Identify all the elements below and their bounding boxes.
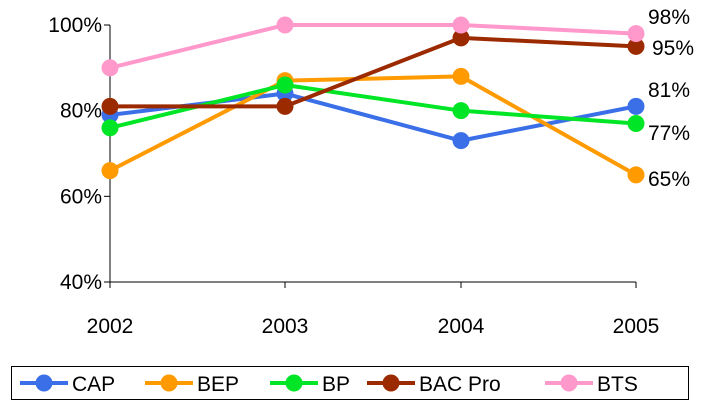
x-tick-label: 2004: [438, 315, 485, 338]
x-tick-label: 2005: [613, 315, 660, 338]
legend: CAP BEP BP BAC Pro BTS: [11, 366, 689, 400]
legend-label: BAC Pro: [419, 373, 501, 396]
legend-marker: [382, 374, 400, 392]
data-label-bac-pro: 95%: [652, 37, 694, 60]
series-bep: [101, 67, 645, 184]
legend-item-bp: BP: [270, 373, 350, 396]
legend-marker: [160, 374, 178, 392]
legend-label: BP: [322, 373, 350, 396]
data-point: [627, 97, 645, 115]
y-tick-label: 40%: [60, 271, 102, 294]
legend-item-bac-pro: BAC Pro: [367, 373, 501, 396]
data-point: [276, 16, 294, 34]
x-tick-label: 2002: [87, 315, 134, 338]
data-point: [452, 102, 470, 120]
data-point: [101, 97, 119, 115]
data-labels: 81% 65% 77% 95% 98%: [648, 6, 694, 191]
data-label-bep: 65%: [648, 168, 690, 191]
data-point: [452, 29, 470, 47]
series-bts: [101, 16, 645, 77]
data-point: [452, 132, 470, 150]
legend-marker: [35, 374, 53, 392]
series-line: [110, 35, 637, 109]
data-point: [452, 67, 470, 85]
x-tick-label: 2003: [262, 315, 309, 338]
legend-item-bts: BTS: [545, 373, 638, 396]
data-point: [101, 162, 119, 180]
legend-item-cap: CAP: [20, 373, 115, 396]
y-tick-label: 80%: [60, 100, 102, 123]
data-label-cap: 81%: [648, 79, 690, 102]
series-line: [109, 74, 637, 177]
legend-label: BTS: [597, 373, 638, 396]
data-point: [627, 37, 645, 55]
data-point: [276, 97, 294, 115]
data-point: [276, 76, 294, 94]
legend-marker: [560, 374, 578, 392]
legend-label: BEP: [197, 373, 239, 396]
series-line: [109, 23, 637, 70]
data-point: [627, 25, 645, 43]
legend-label: CAP: [72, 373, 115, 396]
data-point: [627, 115, 645, 133]
y-tick-label: 60%: [60, 185, 102, 208]
data-point: [101, 119, 119, 137]
legend-item-bep: BEP: [145, 373, 239, 396]
series-bac-pro: [101, 29, 645, 115]
data-label-bts: 98%: [648, 6, 690, 29]
legend-marker: [285, 374, 303, 392]
y-tick-label: 100%: [48, 14, 102, 37]
data-point: [101, 59, 119, 77]
data-label-bp: 77%: [648, 122, 690, 145]
data-point: [452, 16, 470, 34]
data-point: [627, 166, 645, 184]
series-lines: [101, 16, 645, 184]
chart-axes: 40% 60% 80% 100% 2002 2003 2004 2005: [48, 14, 659, 338]
